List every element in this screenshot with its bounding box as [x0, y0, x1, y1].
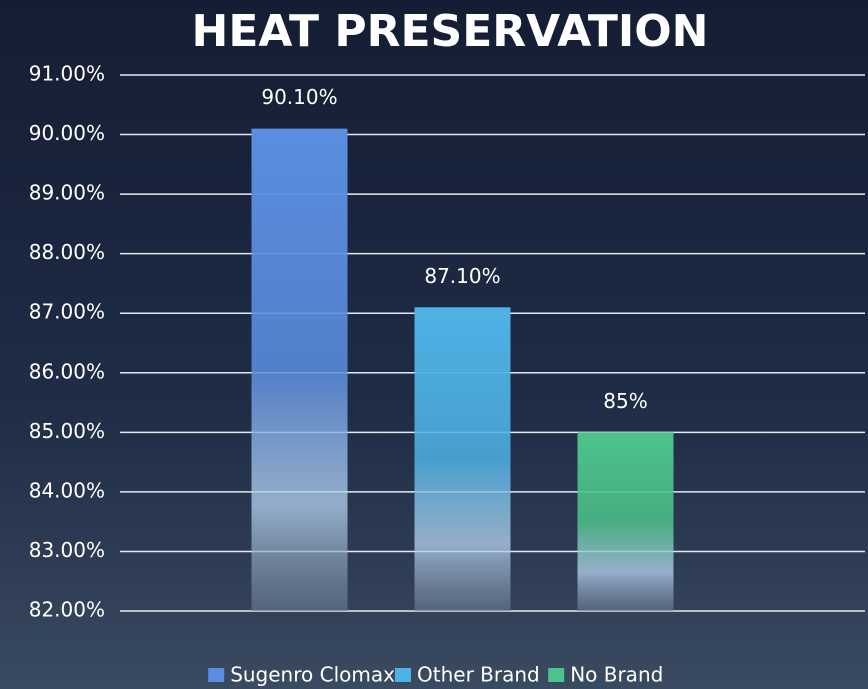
bar	[414, 307, 511, 611]
legend-label: Sugenro Clomax	[230, 663, 395, 687]
y-tick-label: 85.00%	[29, 419, 105, 443]
legend-swatch	[548, 668, 565, 682]
data-label: 87.10%	[424, 264, 500, 288]
y-tick-label: 84.00%	[29, 478, 105, 502]
data-label: 90.10%	[261, 85, 337, 109]
bar	[251, 128, 348, 611]
y-tick-label: 82.00%	[29, 598, 105, 622]
legend-label: Other Brand	[417, 663, 540, 687]
bar	[577, 432, 674, 611]
y-tick-label: 88.00%	[29, 240, 105, 264]
y-tick-label: 90.00%	[29, 121, 105, 145]
data-label: 85%	[603, 389, 647, 413]
y-tick-label: 89.00%	[29, 181, 105, 205]
y-tick-label: 87.00%	[29, 300, 105, 324]
y-tick-label: 83.00%	[29, 538, 105, 562]
legend-swatch	[395, 668, 411, 682]
chart-title: HEAT PRESERVATION	[192, 6, 709, 57]
y-tick-label: 86.00%	[29, 359, 105, 383]
y-tick-label: 91.00%	[29, 62, 105, 86]
legend-label: No Brand	[570, 663, 663, 687]
legend-swatch	[208, 668, 225, 682]
